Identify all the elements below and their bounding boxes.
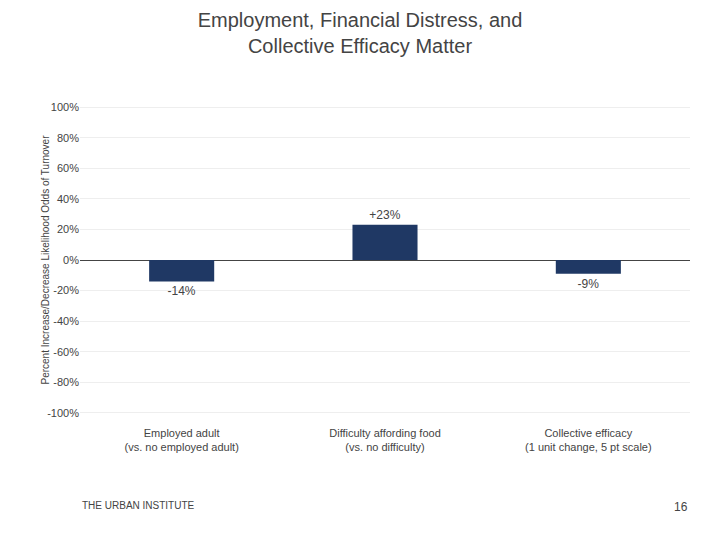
svg-text:60%: 60% [57,162,79,174]
svg-text:Percent Increase/Decrease Like: Percent Increase/Decrease Likelihood Odd… [40,135,51,385]
svg-text:THE URBAN INSTITUTE: THE URBAN INSTITUTE [82,500,195,511]
svg-text:-40%: -40% [53,315,79,327]
svg-text:-100%: -100% [47,407,79,419]
svg-text:16: 16 [674,500,688,514]
svg-text:-9%: -9% [578,277,600,291]
svg-text:Collective efficacy(1 unit cha: Collective efficacy(1 unit change, 5 pt … [525,427,652,453]
svg-text:40%: 40% [57,193,79,205]
svg-text:100%: 100% [51,101,79,113]
svg-text:-14%: -14% [167,284,195,298]
svg-text:+23%: +23% [369,208,400,222]
svg-text:-20%: -20% [53,284,79,296]
svg-text:Employed adult(vs. no employed: Employed adult(vs. no employed adult) [124,427,238,453]
svg-text:-80%: -80% [53,376,79,388]
svg-text:20%: 20% [57,223,79,235]
svg-text:80%: 80% [57,132,79,144]
svg-text:0%: 0% [63,254,79,266]
svg-text:Employment, Financial Distress: Employment, Financial Distress, andColle… [198,9,523,57]
svg-text:Difficulty affording food(vs.: Difficulty affording food(vs. no difficu… [329,427,441,453]
svg-text:-60%: -60% [53,346,79,358]
